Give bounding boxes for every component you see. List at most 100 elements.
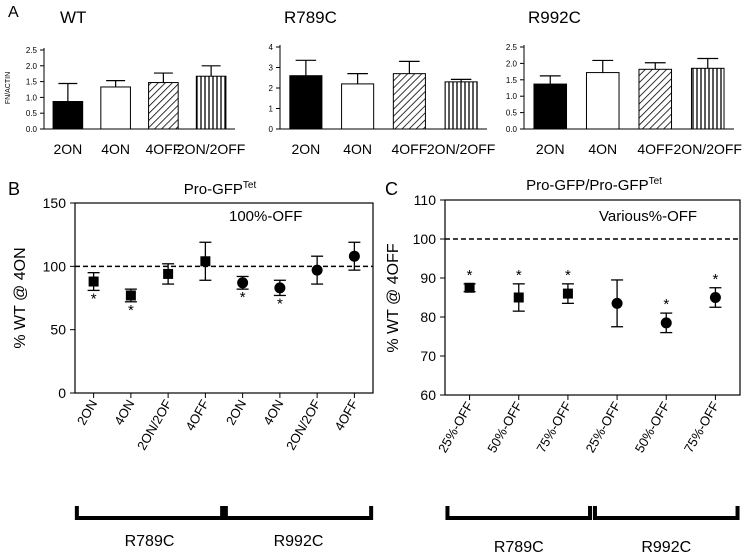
data-point-circle	[660, 317, 672, 329]
x-tick-label: 75%-OFF	[681, 399, 722, 455]
x-tick-label: 4OFF	[331, 397, 361, 433]
data-point-circle	[611, 297, 623, 309]
y-tick-label: 0	[58, 385, 66, 401]
y-tick-label: 100	[413, 231, 437, 247]
significance-asterisk: *	[467, 267, 473, 284]
x-tick-label: 25%-OFF	[583, 399, 624, 455]
chart-wt: WT FN/ACTIN 0.0 0.5 1.0 1.5 2.0 2.5 2ON 4ON 4OFF2O…	[5, 8, 245, 157]
group-bracket	[223, 506, 374, 520]
chart-title: R992C	[528, 8, 581, 27]
significance-asterisk: *	[663, 296, 669, 313]
significance-asterisk: *	[712, 271, 718, 288]
x-tick-label: 2ON	[536, 141, 565, 157]
group-bracket	[74, 506, 225, 520]
significance-asterisk: *	[565, 267, 571, 284]
data-point-circle	[311, 264, 323, 276]
data-point-square	[464, 282, 475, 293]
y-axis-label: % WT @ 4ON	[12, 247, 29, 348]
group-bracket	[592, 506, 740, 520]
y-tick-label: 70	[420, 348, 436, 364]
bar-2on	[52, 101, 84, 130]
x-tick-label: 75%-OFF	[533, 399, 574, 455]
bar-4on	[341, 83, 375, 130]
data-point-circle	[348, 250, 360, 262]
y-tick-label: 2.5	[506, 43, 518, 52]
chart-title-superscript: Tet	[243, 180, 257, 191]
chart-title: Pro-GFP/Pro-GFPTet	[526, 176, 662, 194]
y-tick-label: 60	[420, 387, 436, 403]
x-tick-label: 4ON	[101, 141, 130, 157]
y-tick-label: 2.5	[26, 46, 38, 55]
y-tick-label: 2.0	[506, 59, 518, 68]
bar-4on	[100, 86, 131, 130]
chart-title-main: Pro-GFP	[184, 181, 243, 198]
y-tick-label: 3	[269, 64, 274, 73]
y-tick-label: 0.0	[506, 125, 518, 134]
chart-pro-gfp-various: Pro-GFP/Pro-GFPTet Various%-OFF % WT @ 4OF…	[385, 176, 741, 556]
y-axis-label: FN/ACTIN	[5, 72, 12, 104]
bar-2on-2off	[195, 75, 227, 130]
x-tick-label: 4ON	[343, 141, 372, 157]
x-tick-label: 2ON	[74, 397, 100, 428]
y-tick-label: 100	[43, 258, 67, 274]
x-tick-label: 2ON	[223, 397, 249, 428]
y-tick-label: 80	[420, 309, 436, 325]
y-tick-label: 0.0	[26, 125, 38, 134]
x-tick-label: 25%-OFF	[435, 399, 476, 455]
x-tick-label: 50%-OFF	[484, 399, 525, 455]
data-point-circle	[709, 292, 721, 303]
group-label: R789C	[494, 539, 544, 556]
panel-annotation: Various%-OFF	[599, 208, 697, 225]
chart-title-main: Pro-GFP/Pro-GFP	[526, 177, 649, 194]
y-axis-label: % WT @ 4OFF	[385, 243, 402, 353]
y-tick-label: 2.0	[26, 62, 38, 71]
y-tick-label: 2	[269, 84, 274, 93]
y-tick-label: 1.5	[26, 78, 38, 87]
x-tick-label: 2ON	[291, 141, 320, 157]
data-point-square	[562, 288, 573, 299]
chart-title: R789C	[284, 8, 337, 27]
data-point-square	[88, 276, 99, 287]
x-tick-label: 4ON	[260, 397, 286, 428]
x-tick-label: 2ON	[53, 141, 82, 157]
significance-asterisk: *	[128, 302, 134, 319]
y-tick-label: 150	[43, 195, 67, 211]
x-tick-label: 4ON	[588, 141, 617, 157]
y-tick-label: 0.5	[26, 109, 38, 118]
x-tick-label: 2ON/2OF	[283, 397, 324, 453]
y-tick-label: 4	[269, 43, 274, 52]
y-tick-label: 90	[420, 270, 436, 286]
group-label: R992C	[274, 533, 324, 550]
significance-asterisk: *	[277, 295, 283, 312]
y-tick-label: 110	[414, 192, 437, 208]
chart-title: Pro-GFPTet	[184, 180, 257, 198]
bar-2on-2off	[444, 81, 478, 130]
chart-pro-gfp-tet: Pro-GFPTet 100%-OFF % WT @ 4ON 0 50 100 150 * 2O…	[12, 180, 374, 550]
x-tick-label: 2ON/2OFF	[427, 141, 495, 157]
chart-title-superscript: Tet	[649, 176, 663, 187]
chart-r789c: R789C 0 1 2 3 4 2ON 4ON 4OFF 2ON/2OFF	[269, 8, 496, 157]
y-tick-label: 1.5	[506, 76, 518, 85]
group-label: R789C	[125, 533, 175, 550]
bar-2on	[289, 75, 323, 130]
y-tick-label: 50	[50, 322, 66, 338]
x-tick-label: 4ON	[111, 397, 137, 428]
y-tick-label: 1.0	[506, 92, 518, 101]
bar-2on	[533, 83, 568, 130]
y-tick-label: 1.0	[26, 93, 38, 102]
y-tick-label: 1	[269, 105, 274, 114]
x-tick-label: 4OFF	[391, 141, 427, 157]
plot-frame	[444, 199, 741, 396]
panel-a-label: A	[8, 4, 19, 21]
y-tick-label: 0.5	[506, 109, 518, 118]
x-tick-label: 2ON/2OFF	[177, 141, 245, 157]
panel-annotation: 100%-OFF	[229, 208, 302, 225]
y-tick-label: 0	[269, 125, 274, 134]
x-tick-label: 4OFF	[637, 141, 673, 157]
data-point-circle	[274, 282, 286, 294]
bar-2on-2off	[690, 67, 725, 130]
bar-4off	[638, 68, 673, 130]
chart-r992c: R992C 0.0 0.5 1.0 1.5 2.0 2.5 2ON 4ON 4OFF 2ON/2OF…	[506, 8, 742, 157]
x-tick-label: 4OFF	[182, 397, 212, 433]
